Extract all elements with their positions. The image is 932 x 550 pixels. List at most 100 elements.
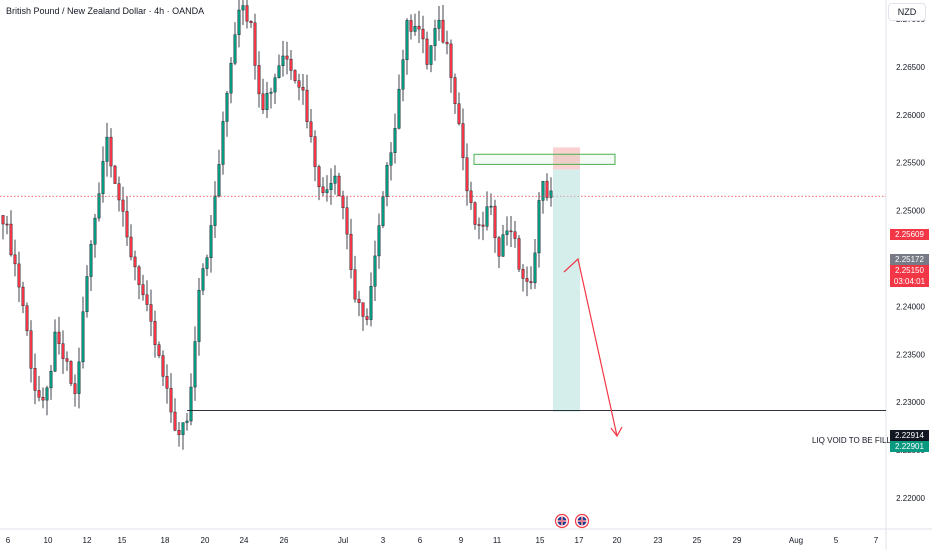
candle	[277, 54, 281, 79]
candle	[57, 316, 61, 355]
candle	[529, 266, 533, 290]
price-tick-label: 2.22000	[896, 494, 925, 503]
candle	[345, 195, 349, 250]
time-tick-label: 9	[459, 536, 464, 545]
time-tick-label: 20	[613, 536, 622, 545]
price-tick-label: 2.25000	[896, 207, 925, 216]
candle	[493, 199, 497, 253]
time-tick-label: 12	[83, 536, 92, 545]
uk-flag-icon[interactable]	[554, 513, 570, 529]
candle	[145, 280, 149, 312]
candle	[125, 196, 129, 246]
candle	[169, 373, 173, 423]
candle	[1, 215, 5, 240]
liq-void-label: LIQ VOID TO BE FILLED	[812, 436, 902, 445]
candle	[53, 319, 57, 373]
time-tick-label: 5	[834, 536, 839, 545]
candle	[369, 272, 373, 327]
candle	[173, 398, 177, 432]
candle	[149, 289, 153, 337]
candle	[137, 264, 141, 300]
candle	[413, 13, 417, 36]
time-tick-label: 10	[44, 536, 53, 545]
candle	[161, 350, 165, 386]
candle	[285, 41, 289, 75]
candle	[181, 422, 185, 450]
candle	[37, 375, 41, 402]
candle	[381, 191, 385, 229]
time-tick-label: 6	[6, 536, 11, 545]
candle	[105, 122, 109, 177]
candle	[61, 330, 65, 374]
candle	[429, 44, 433, 73]
bar-countdown-badge: 03:04:01	[890, 276, 929, 287]
time-tick-label: 17	[575, 536, 584, 545]
candle	[501, 224, 505, 257]
candle	[77, 347, 81, 409]
candle	[261, 78, 265, 114]
candle	[509, 215, 513, 248]
time-tick-label: 3	[381, 536, 386, 545]
candle	[365, 308, 369, 326]
candle	[425, 31, 429, 70]
candle	[433, 19, 437, 61]
candle	[477, 217, 481, 240]
candle	[113, 164, 117, 184]
candle	[349, 218, 353, 279]
candle	[265, 81, 269, 118]
candle	[289, 50, 293, 80]
candle	[205, 254, 209, 277]
candle	[329, 168, 333, 205]
candle	[153, 310, 157, 358]
projection-arrow[interactable]	[563, 257, 618, 437]
candle	[5, 215, 9, 235]
zone-top-price-badge: 2.25609	[890, 229, 929, 240]
candle	[21, 281, 25, 314]
price-tick-label: 2.26500	[896, 63, 925, 72]
target-zone[interactable]	[553, 169, 580, 412]
candle	[241, 0, 245, 25]
candle	[333, 165, 337, 195]
candle	[461, 108, 465, 171]
candle	[33, 353, 37, 405]
candle	[165, 364, 169, 404]
time-tick-label: Aug	[789, 536, 803, 545]
candle	[497, 235, 501, 269]
currency-selector[interactable]: NZD	[888, 3, 926, 21]
candles-layer	[1, 0, 553, 450]
price-tick-label: 2.23500	[896, 350, 925, 359]
candle	[449, 39, 453, 93]
candle	[209, 214, 213, 273]
time-tick-label: 18	[161, 536, 170, 545]
candle	[9, 210, 13, 257]
candle	[417, 10, 421, 43]
candle	[325, 175, 329, 202]
candle	[533, 239, 537, 289]
stop-zone[interactable]	[553, 147, 580, 170]
candle	[97, 182, 101, 222]
time-tick-label: 11	[493, 536, 502, 545]
uk-flag-icon[interactable]	[574, 513, 590, 529]
candle	[253, 13, 257, 80]
candle	[65, 351, 69, 371]
candle	[305, 74, 309, 129]
candle	[385, 162, 389, 207]
arrowhead-icon	[610, 426, 623, 438]
candle	[197, 278, 201, 356]
candle	[469, 181, 473, 210]
price-tick-label: 2.25500	[896, 159, 925, 168]
supply-zone-rectangle[interactable]	[473, 153, 616, 165]
candle	[17, 251, 21, 303]
candle	[393, 113, 397, 164]
candle	[377, 213, 381, 269]
candle	[193, 326, 197, 401]
time-tick-label: 24	[240, 536, 249, 545]
candle	[237, 0, 241, 48]
liq-line-price-badge: 2.22914	[890, 430, 929, 441]
candle	[245, 0, 249, 29]
candle	[69, 360, 73, 387]
candle	[29, 320, 33, 383]
candle	[453, 73, 457, 114]
candle	[541, 180, 545, 214]
